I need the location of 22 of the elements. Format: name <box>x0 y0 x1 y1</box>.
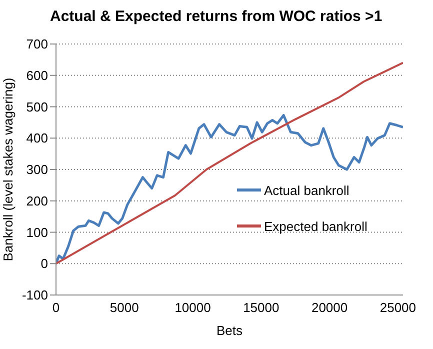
y-tick-label: -100 <box>22 288 48 303</box>
legend-label: Actual bankroll <box>264 182 350 198</box>
y-tick-label: 600 <box>26 68 48 83</box>
x-tick-label: 10000 <box>174 300 211 316</box>
x-tick-label: 20000 <box>311 300 348 316</box>
line-series <box>56 114 403 265</box>
y-tick-label: 300 <box>26 162 48 178</box>
y-tick-label: 700 <box>26 36 48 52</box>
y-tick-label: 500 <box>26 99 48 114</box>
y-tick-label: 100 <box>26 224 48 240</box>
y-tick-label: 200 <box>26 193 48 208</box>
y-axis-title: Bankroll (level stakes wagering) <box>0 78 16 262</box>
x-tick-label: 25000 <box>380 300 416 316</box>
chart-title: Actual & Expected returns from WOC ratios >1 <box>50 8 382 25</box>
x-tick-label: 15000 <box>243 300 280 316</box>
legend-label: Expected bankroll <box>264 218 368 234</box>
y-tick-label: 400 <box>26 130 48 146</box>
x-tick-label: 0 <box>52 300 60 316</box>
x-axis-title: Bets <box>216 323 244 338</box>
y-tick-label: 0 <box>40 256 48 272</box>
x-tick-label: 5000 <box>110 300 139 316</box>
line-series <box>56 62 403 265</box>
